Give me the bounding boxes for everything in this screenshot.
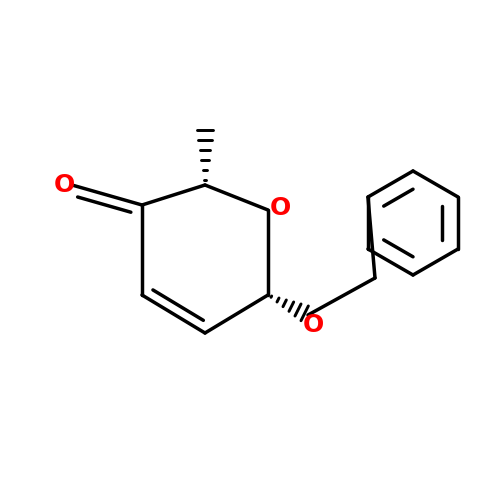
- Text: O: O: [54, 173, 74, 197]
- Text: O: O: [270, 196, 290, 220]
- Text: O: O: [302, 313, 324, 337]
